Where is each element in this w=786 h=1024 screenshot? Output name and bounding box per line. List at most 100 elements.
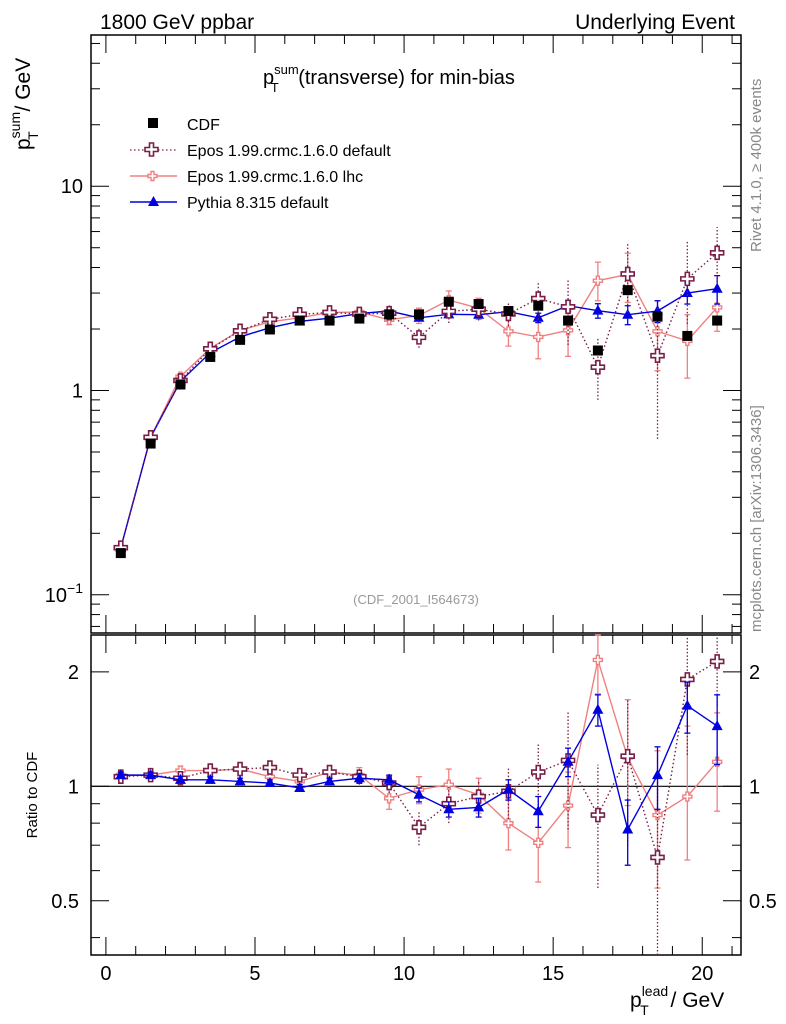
- main-point: [709, 245, 725, 261]
- main-point: [264, 324, 275, 335]
- main-point: [592, 275, 604, 286]
- ratio-point: [413, 788, 425, 799]
- main-point: [680, 271, 695, 287]
- header-right: Underlying Event: [575, 11, 735, 34]
- ratio-point: [383, 773, 395, 784]
- ratio-ylabel: Ratio to CDF: [24, 752, 41, 839]
- main-point: [294, 315, 305, 326]
- main-point: [354, 313, 365, 324]
- main-point: [532, 311, 544, 322]
- main-point: [411, 330, 427, 345]
- xlabel: plead T / GeV: [630, 983, 724, 1018]
- main-ylabel-p: p: [12, 138, 35, 150]
- main-point: [563, 315, 574, 326]
- ratio-point: [711, 720, 723, 731]
- ratio-point: [530, 764, 546, 780]
- ratio-point: [652, 769, 664, 780]
- ratio-point: [622, 823, 634, 834]
- ratio-point: [680, 672, 695, 687]
- main-point: [145, 438, 156, 449]
- ratio-point: [592, 703, 604, 714]
- legend-label-epos-lhc: Epos 1.99.crmc.1.6.0 lhc: [187, 169, 363, 186]
- ratio-point: [652, 809, 663, 821]
- main-point: [503, 306, 514, 317]
- xtick-label: 20: [691, 963, 713, 985]
- ratio-point: [709, 654, 725, 669]
- main-point: [235, 334, 246, 345]
- xlabel-sup: lead: [642, 983, 668, 999]
- rivet-label: Rivet 4.1.0, ≥ 400k events: [748, 79, 765, 252]
- main-series-0: [115, 252, 723, 553]
- main-point: [712, 315, 723, 326]
- ratio-point: [562, 800, 574, 811]
- main-title-p: p: [263, 67, 274, 89]
- main-title-rest: (transverse) for min-bias: [293, 67, 515, 89]
- xtick-label: 0: [100, 963, 111, 985]
- main-point: [682, 330, 693, 341]
- main-point: [205, 351, 216, 362]
- main-line: [120, 288, 718, 548]
- xtick-label: 10: [393, 963, 415, 985]
- ratio-point: [443, 779, 454, 790]
- main-point: [592, 304, 604, 315]
- main-point: [560, 299, 576, 315]
- ratio-ytick-label: 0.5: [51, 891, 79, 913]
- main-ytick-label: 10−1: [45, 580, 83, 607]
- main-point: [620, 266, 635, 282]
- ratio-series-0: [115, 634, 723, 889]
- ratio-point: [292, 767, 308, 783]
- main-title: psum T (transverse) for min-bias: [263, 62, 515, 95]
- legend: CDF Epos 1.99.crmc.1.6.0 default Epos 1.…: [130, 117, 391, 212]
- ratio-point: [620, 748, 635, 764]
- ratio-point: [204, 773, 216, 784]
- ratio-point: [532, 805, 544, 816]
- main-series-2: [113, 226, 725, 556]
- main-point: [443, 296, 454, 307]
- ratio-ytick-label-right: 2: [749, 662, 760, 684]
- ratio-point: [562, 755, 574, 766]
- xlabel-p: p: [630, 989, 642, 1012]
- header-left: 1800 GeV ppbar: [100, 11, 254, 34]
- ratio-point: [324, 775, 336, 786]
- ratio-ytick-label: 2: [68, 662, 79, 684]
- ratio-point: [503, 817, 514, 829]
- main-point: [622, 308, 634, 319]
- main-point: [622, 285, 633, 296]
- main-point: [441, 304, 457, 319]
- ratio-point: [174, 773, 186, 784]
- main-point: [384, 309, 395, 320]
- main-point: [652, 311, 663, 322]
- xlabel-sub: T: [640, 1002, 649, 1018]
- ratio-point: [590, 807, 606, 823]
- legend-marker-pythia: [130, 196, 177, 206]
- main-ylabel-sub: T: [25, 131, 41, 140]
- ratio-point: [294, 781, 306, 792]
- main-point: [324, 315, 335, 326]
- main-point: [711, 302, 723, 313]
- legend-marker-cdf: [148, 118, 158, 128]
- main-ytick-label: 10: [61, 176, 83, 198]
- ratio-point: [115, 769, 127, 780]
- main-point: [413, 309, 424, 320]
- mcplots-label: mcplots.cern.ch [arXiv:1306.3436]: [748, 405, 765, 632]
- main-point: [473, 299, 484, 310]
- xlabel-rest: / GeV: [665, 989, 725, 1012]
- main-title-sup: sum: [274, 62, 299, 77]
- ratio-point: [232, 761, 248, 777]
- legend-label-cdf: CDF: [187, 117, 220, 134]
- main-ytick-label: 1: [72, 381, 83, 403]
- xtick-label: 5: [249, 963, 260, 985]
- xtick-label: 15: [542, 963, 564, 985]
- ratio-point: [471, 789, 486, 804]
- main-point: [115, 548, 126, 559]
- ratio-series-2: [115, 681, 723, 866]
- main-point: [652, 326, 663, 337]
- legend-marker-epos-lhc: [130, 170, 177, 182]
- main-point: [533, 300, 544, 311]
- ratio-ytick-label-right: 1: [749, 776, 760, 798]
- main-point: [711, 282, 723, 293]
- ratio-point: [262, 760, 278, 775]
- reference-label: (CDF_2001_I564673): [353, 592, 479, 607]
